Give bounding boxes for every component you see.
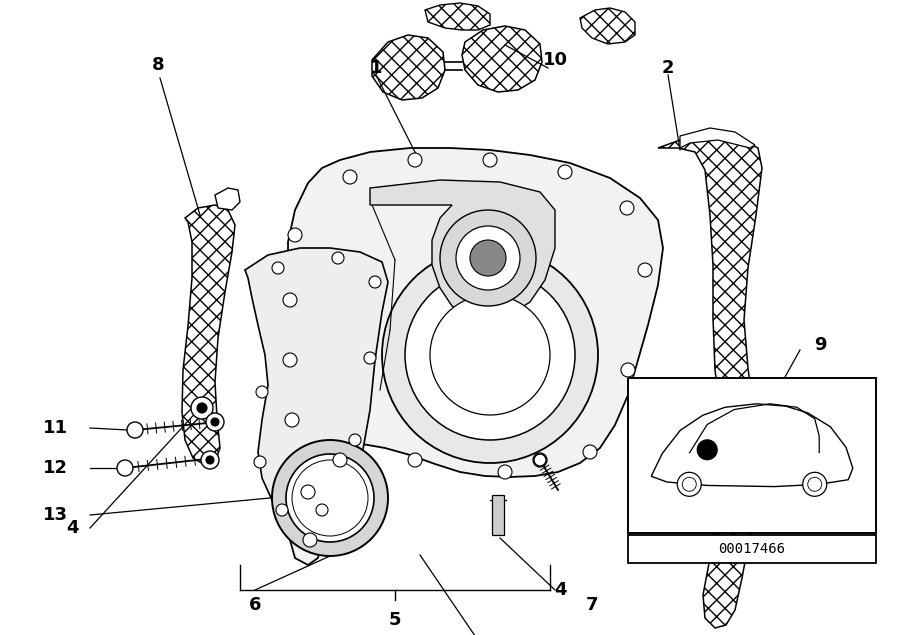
Polygon shape xyxy=(370,180,555,320)
Text: 11: 11 xyxy=(42,419,68,437)
Circle shape xyxy=(678,472,701,497)
Polygon shape xyxy=(580,8,635,44)
Circle shape xyxy=(343,170,357,184)
Circle shape xyxy=(272,440,388,556)
Polygon shape xyxy=(628,535,876,563)
Polygon shape xyxy=(703,430,760,628)
Polygon shape xyxy=(462,26,542,92)
Circle shape xyxy=(286,454,374,542)
Circle shape xyxy=(201,451,219,469)
Circle shape xyxy=(483,153,497,167)
Circle shape xyxy=(117,460,133,476)
Circle shape xyxy=(698,440,717,460)
Circle shape xyxy=(206,413,224,431)
Circle shape xyxy=(292,460,368,536)
Circle shape xyxy=(638,263,652,277)
Text: 8: 8 xyxy=(152,56,165,74)
Circle shape xyxy=(456,226,520,290)
Text: 9: 9 xyxy=(814,336,826,354)
Polygon shape xyxy=(425,3,490,30)
Text: 4: 4 xyxy=(554,581,566,599)
Polygon shape xyxy=(280,148,663,565)
Circle shape xyxy=(408,453,422,467)
Circle shape xyxy=(191,397,213,419)
Circle shape xyxy=(498,465,512,479)
Circle shape xyxy=(682,478,697,491)
Text: 00017466: 00017466 xyxy=(718,542,786,556)
Circle shape xyxy=(127,422,143,438)
Circle shape xyxy=(382,247,598,463)
Circle shape xyxy=(533,453,547,467)
Polygon shape xyxy=(652,404,853,486)
Circle shape xyxy=(430,295,550,415)
Circle shape xyxy=(534,454,546,466)
Circle shape xyxy=(333,453,347,467)
Circle shape xyxy=(206,456,214,464)
Circle shape xyxy=(283,353,297,367)
Circle shape xyxy=(283,293,297,307)
Circle shape xyxy=(558,165,572,179)
Circle shape xyxy=(301,485,315,499)
Circle shape xyxy=(803,472,827,497)
Circle shape xyxy=(211,418,219,426)
Text: 12: 12 xyxy=(42,459,68,477)
Circle shape xyxy=(583,445,597,459)
Polygon shape xyxy=(215,188,240,210)
Circle shape xyxy=(276,504,288,516)
Circle shape xyxy=(285,413,299,427)
Text: 5: 5 xyxy=(389,611,401,629)
Circle shape xyxy=(272,262,284,274)
Polygon shape xyxy=(628,378,876,533)
Circle shape xyxy=(369,276,381,288)
Circle shape xyxy=(254,456,266,468)
Circle shape xyxy=(256,386,268,398)
Text: 6: 6 xyxy=(248,596,261,614)
Polygon shape xyxy=(680,128,755,148)
Text: 2: 2 xyxy=(662,59,674,77)
Text: 1: 1 xyxy=(370,59,382,77)
Circle shape xyxy=(405,270,575,440)
Circle shape xyxy=(349,434,361,446)
Text: 10: 10 xyxy=(543,51,568,69)
Polygon shape xyxy=(245,248,388,524)
Text: 13: 13 xyxy=(42,506,68,524)
Polygon shape xyxy=(658,136,762,420)
Circle shape xyxy=(303,533,317,547)
Circle shape xyxy=(332,252,344,264)
Circle shape xyxy=(364,352,376,364)
Circle shape xyxy=(807,478,822,491)
Circle shape xyxy=(620,201,634,215)
Polygon shape xyxy=(372,35,445,100)
Circle shape xyxy=(288,228,302,242)
Circle shape xyxy=(621,363,635,377)
Text: 4: 4 xyxy=(66,519,78,537)
Circle shape xyxy=(316,504,328,516)
Text: 7: 7 xyxy=(586,596,598,614)
Circle shape xyxy=(197,403,207,413)
Circle shape xyxy=(440,210,536,306)
Polygon shape xyxy=(492,495,504,535)
Circle shape xyxy=(470,240,506,276)
Circle shape xyxy=(408,153,422,167)
Polygon shape xyxy=(182,205,235,465)
